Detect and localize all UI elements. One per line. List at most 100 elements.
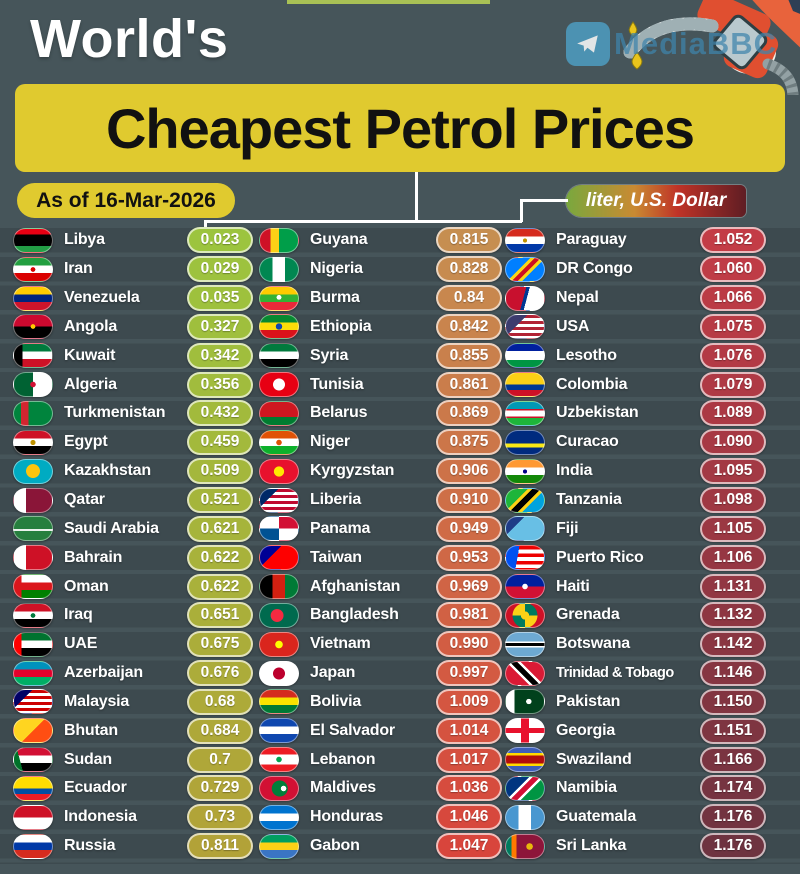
country-row: Niger 0.875: [259, 429, 502, 459]
country-name: Bolivia: [310, 692, 362, 710]
price-pill: 1.174: [700, 775, 766, 802]
country-row: Bahrain 0.622: [13, 544, 253, 574]
country-name: Liberia: [310, 491, 362, 509]
flag-icon: [13, 718, 53, 744]
country-name: Pakistan: [556, 692, 621, 710]
price-pill: 1.095: [700, 458, 766, 485]
flag-icon: [13, 458, 53, 484]
country-name: Botswana: [556, 635, 630, 653]
flag-icon: [13, 747, 53, 773]
country-name: Kyrgyzstan: [310, 462, 395, 480]
country-name: Taiwan: [310, 548, 362, 566]
country-name: Bangladesh: [310, 606, 399, 624]
price-pill: 0.815: [436, 227, 502, 254]
country-row: Lesotho 1.076: [505, 342, 766, 372]
country-name: Tanzania: [556, 491, 622, 509]
flag-icon: [505, 314, 545, 340]
flag-icon: [259, 660, 299, 686]
flag-icon: [259, 400, 299, 426]
country-row: Maldives 1.036: [259, 775, 502, 805]
price-pill: 0.73: [187, 804, 253, 831]
country-name: Tunisia: [310, 375, 364, 393]
country-row: Bolivia 1.009: [259, 688, 502, 719]
price-pill: 0.969: [436, 573, 502, 600]
country-row: Ecuador 0.729: [13, 775, 253, 805]
country-row: Gabon 1.047: [259, 833, 502, 863]
flag-icon: [505, 602, 545, 628]
price-pill: 0.949: [436, 515, 502, 542]
price-pill: 1.052: [700, 227, 766, 254]
flag-icon: [505, 227, 545, 253]
country-name: Iraq: [64, 606, 93, 624]
flag-icon: [13, 602, 53, 628]
country-name: Honduras: [310, 808, 384, 826]
flag-icon: [505, 545, 545, 571]
country-row: Sudan 0.7: [13, 746, 253, 776]
country-name: Belarus: [310, 404, 368, 422]
country-row: Syria 0.855: [259, 342, 502, 372]
country-row: Colombia 1.079: [505, 371, 766, 401]
price-pill: 1.098: [700, 487, 766, 514]
country-name: Iran: [64, 260, 93, 278]
country-row: DR Congo 1.060: [505, 256, 766, 286]
price-pill: 0.676: [187, 660, 253, 687]
country-name: USA: [556, 317, 590, 335]
country-row: Kazakhstan 0.509: [13, 458, 253, 488]
price-pill: 1.089: [700, 400, 766, 427]
flag-icon: [505, 400, 545, 426]
telegram-icon: [566, 22, 610, 66]
date-badge: As of 16-Mar-2026: [17, 183, 235, 218]
country-name: Fiji: [556, 519, 579, 537]
country-row: Iran 0.029: [13, 256, 253, 286]
country-name: Guatemala: [556, 808, 637, 826]
flag-icon: [13, 400, 53, 426]
country-name: Vietnam: [310, 635, 371, 653]
country-row: Burma 0.84: [259, 285, 502, 315]
price-pill: 0.84: [436, 285, 502, 312]
price-pill: 0.432: [187, 400, 253, 427]
country-row: India 1.095: [505, 458, 766, 488]
price-pill: 1.066: [700, 285, 766, 312]
price-pill: 0.023: [187, 227, 253, 254]
country-name: Puerto Rico: [556, 548, 644, 566]
flag-icon: [13, 631, 53, 657]
price-column-3: Paraguay 1.052 DR Congo 1.060 Nepal 1.066 USA 1…: [505, 227, 766, 863]
flag-icon: [505, 285, 545, 311]
flag-icon: [505, 804, 545, 830]
price-pill: 0.621: [187, 515, 253, 542]
country-name: Lebanon: [310, 750, 376, 768]
price-pill: 1.075: [700, 313, 766, 340]
country-row: Paraguay 1.052: [505, 227, 766, 257]
country-name: Uzbekistan: [556, 404, 639, 422]
price-pill: 1.151: [700, 717, 766, 744]
flag-icon: [259, 314, 299, 340]
price-pill: 0.459: [187, 429, 253, 456]
flag-icon: [505, 574, 545, 600]
country-name: Maldives: [310, 779, 376, 797]
price-pill: 1.060: [700, 256, 766, 283]
flag-icon: [13, 660, 53, 686]
price-pill: 1.142: [700, 631, 766, 658]
flag-icon: [13, 314, 53, 340]
flag-icon: [505, 429, 545, 455]
price-pill: 1.106: [700, 544, 766, 571]
country-name: Georgia: [556, 721, 616, 739]
country-row: Uzbekistan 1.089: [505, 400, 766, 430]
price-pill: 0.906: [436, 458, 502, 485]
title-box: Cheapest Petrol Prices: [15, 84, 785, 172]
flag-icon: [259, 775, 299, 801]
country-name: Sudan: [64, 750, 112, 768]
country-row: Grenada 1.132: [505, 602, 766, 632]
flag-icon: [13, 285, 53, 311]
country-row: Swaziland 1.166: [505, 746, 766, 776]
country-name: Venezuela: [64, 289, 140, 307]
country-name: Syria: [310, 346, 349, 364]
price-pill: 0.981: [436, 602, 502, 629]
country-row: Fiji 1.105: [505, 515, 766, 545]
flag-icon: [505, 689, 545, 715]
flag-icon: [259, 718, 299, 744]
country-row: Taiwan 0.953: [259, 544, 502, 574]
price-pill: 0.811: [187, 833, 253, 860]
country-row: Namibia 1.174: [505, 775, 766, 805]
country-row: Puerto Rico 1.106: [505, 544, 766, 574]
